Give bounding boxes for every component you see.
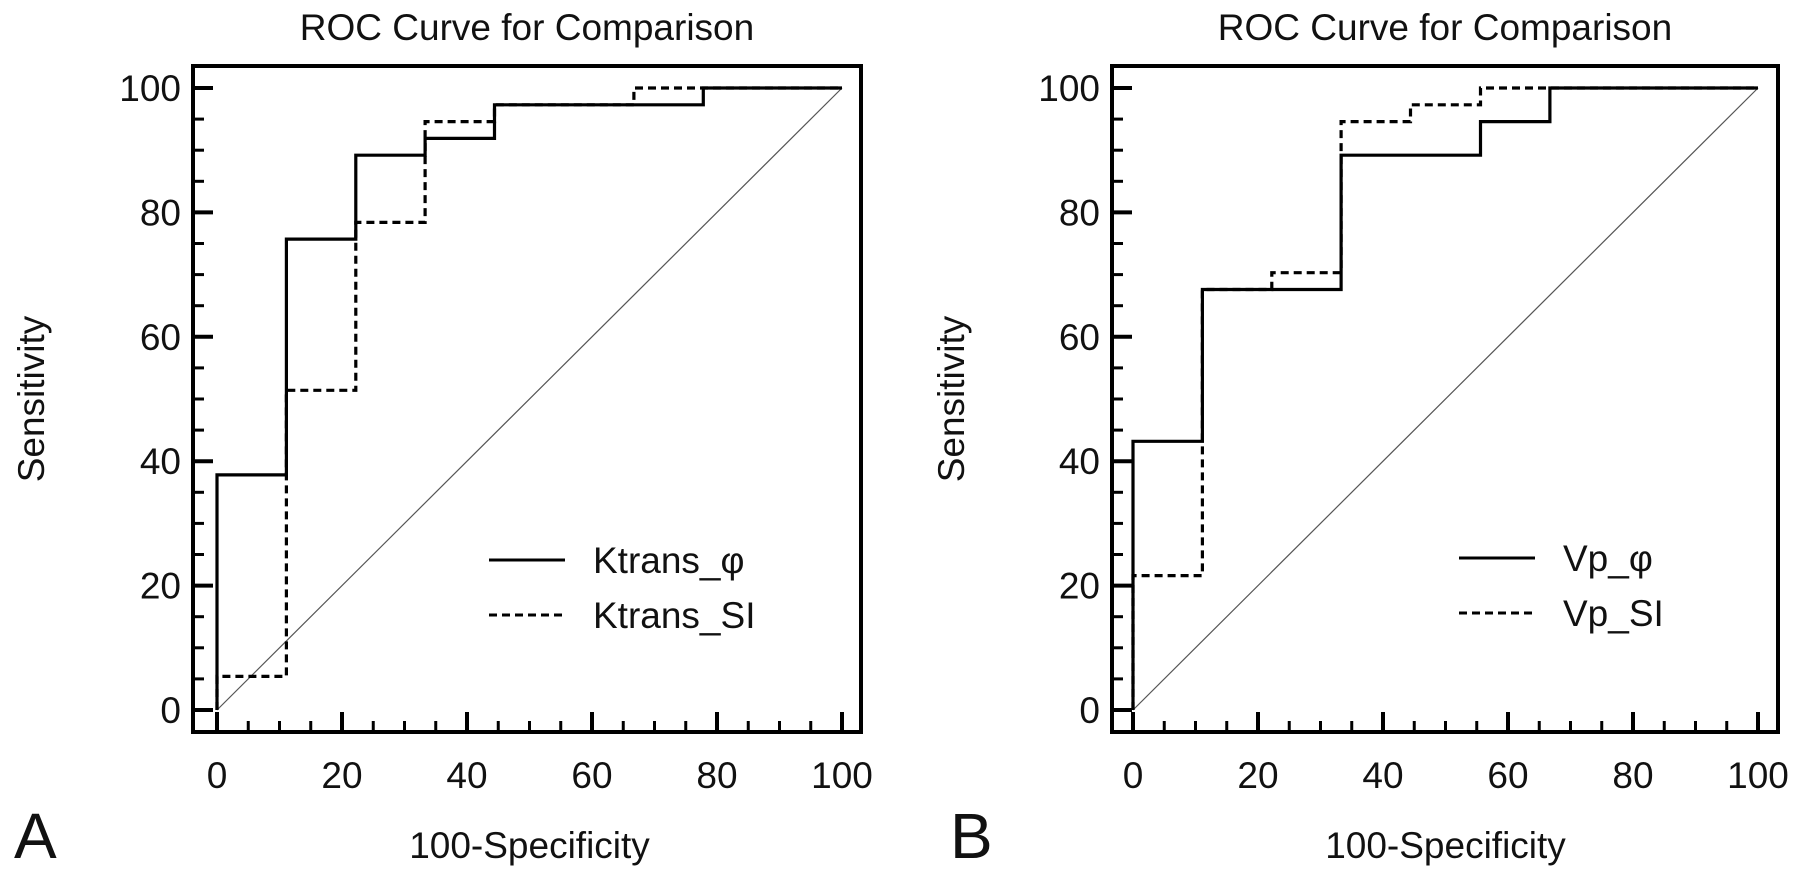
x-axis-label: 100-Specificity [409,825,650,866]
panel-letter: A [14,800,57,872]
y-tick-label: 80 [1059,192,1100,233]
y-tick-label: 100 [1038,68,1100,109]
y-tick-label: 60 [1059,317,1100,358]
x-tick-label: 40 [446,755,487,796]
chart-title: ROC Curve for Comparison [1218,7,1672,48]
y-tick-label: 20 [1059,566,1100,607]
legend-label: Ktrans_SI [593,595,755,636]
roc-series-dashed [1131,86,1758,710]
x-tick-label: 0 [207,755,228,796]
y-tick-label: 80 [140,192,181,233]
x-tick-label: 80 [1612,755,1653,796]
plot-frame [191,64,863,734]
legend-label: Vp_φ [1563,538,1653,579]
x-tick-label: 60 [1487,755,1528,796]
chance-diagonal-line [216,87,843,711]
x-axis-label: 100-Specificity [1325,825,1566,866]
x-tick-label: 20 [321,755,362,796]
y-tick-label: 40 [140,441,181,482]
legend-label: Vp_SI [1563,593,1664,634]
chart-panel-b: ROC Curve for Comparison 0 20 40 60 80 100 0 20 4… [931,7,1789,872]
x-tick-label: 100 [1727,755,1789,796]
x-tick-label: 40 [1362,755,1403,796]
y-tick-label: 60 [140,317,181,358]
y-tick-label: 0 [1079,690,1100,731]
chart-panel-a: ROC Curve for Comparison 0 20 40 60 80 100 0 20 4… [11,7,873,872]
chance-diagonal-line [1132,87,1759,711]
legend-label: Ktrans_φ [593,540,745,581]
x-tick-label: 100 [811,755,873,796]
panel-letter: B [950,800,993,872]
x-tick-label: 80 [696,755,737,796]
x-tick-label: 60 [571,755,612,796]
chart-title: ROC Curve for Comparison [300,7,754,48]
x-tick-label: 20 [1237,755,1278,796]
roc-series-dashed [215,86,842,710]
y-axis-label: Sensitivity [11,315,52,482]
x-tick-label: 0 [1123,755,1144,796]
y-tick-label: 40 [1059,441,1100,482]
y-tick-label: 0 [160,690,181,731]
y-tick-label: 20 [140,566,181,607]
y-tick-label: 100 [119,68,181,109]
roc-series-solid [1131,86,1758,710]
y-axis-label: Sensitivity [931,315,972,482]
